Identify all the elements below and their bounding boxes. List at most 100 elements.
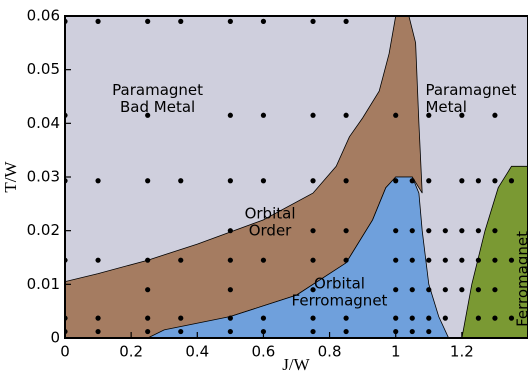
data-point xyxy=(426,178,432,184)
x-tick-label: 0.2 xyxy=(119,343,143,361)
data-point xyxy=(393,287,399,293)
data-point xyxy=(145,178,151,184)
x-axis-label: J/W xyxy=(282,355,310,374)
data-point xyxy=(343,315,349,321)
region-label: Bad Metal xyxy=(120,98,195,116)
data-point xyxy=(492,257,498,263)
data-point xyxy=(260,257,267,263)
data-point xyxy=(310,315,316,321)
phase-region xyxy=(147,176,450,338)
data-point xyxy=(310,112,316,118)
region-label: Order xyxy=(249,222,292,240)
data-point xyxy=(508,257,515,263)
data-point xyxy=(426,112,432,118)
data-point xyxy=(178,178,184,184)
data-point xyxy=(95,257,101,263)
y-tick-label: 0.01 xyxy=(27,275,60,293)
data-point xyxy=(145,315,151,321)
data-point xyxy=(426,287,432,293)
data-point xyxy=(310,18,316,24)
data-point xyxy=(492,112,498,118)
data-point xyxy=(227,315,233,321)
region-label: Ferromagnet xyxy=(292,291,388,309)
plot-frame xyxy=(64,15,528,339)
data-point xyxy=(343,18,349,24)
region-label: Orbital xyxy=(245,205,296,223)
region-label: Paramagnet xyxy=(112,81,203,99)
data-point xyxy=(442,228,448,234)
data-point xyxy=(393,257,399,263)
data-point xyxy=(393,228,399,234)
data-point xyxy=(227,178,233,184)
data-point xyxy=(426,257,432,263)
y-tick-label: 0.02 xyxy=(27,221,60,239)
data-point xyxy=(227,112,233,118)
data-point xyxy=(310,257,316,263)
y-tick-label: 0.05 xyxy=(27,60,60,78)
data-point xyxy=(442,315,448,321)
data-point xyxy=(260,18,267,24)
data-point xyxy=(227,287,233,293)
data-point xyxy=(310,178,316,184)
data-point xyxy=(343,328,349,335)
data-point xyxy=(426,228,432,234)
data-point xyxy=(475,257,481,263)
data-point xyxy=(459,287,465,293)
data-point xyxy=(442,287,448,293)
data-point xyxy=(393,315,399,321)
data-point xyxy=(227,257,233,263)
data-point xyxy=(492,315,498,321)
data-point xyxy=(442,257,448,263)
phase-region xyxy=(461,165,528,338)
data-point xyxy=(227,18,233,24)
data-point xyxy=(145,257,151,263)
data-point xyxy=(95,18,101,24)
x-tick-label: 1 xyxy=(391,343,401,361)
data-point xyxy=(508,315,515,321)
x-tick-label: 0 xyxy=(60,343,70,361)
data-point xyxy=(227,328,233,335)
region-label: Ferromagnet xyxy=(514,231,528,327)
data-point xyxy=(409,228,415,234)
data-point xyxy=(178,18,184,24)
x-tick-label: 0.4 xyxy=(185,343,209,361)
data-point xyxy=(409,178,415,184)
data-point xyxy=(145,328,151,335)
data-point xyxy=(459,228,465,234)
data-point xyxy=(393,178,399,184)
data-point xyxy=(475,178,481,184)
data-point xyxy=(459,112,465,118)
plot-area xyxy=(65,16,528,338)
data-point xyxy=(178,315,184,321)
y-tick-label: 0.03 xyxy=(27,168,60,186)
region-label: Orbital xyxy=(314,274,365,292)
data-point xyxy=(492,178,498,184)
data-point xyxy=(310,328,316,335)
data-point xyxy=(492,287,498,293)
data-point xyxy=(95,328,101,335)
data-point xyxy=(95,178,101,184)
data-point xyxy=(475,315,481,321)
data-point xyxy=(178,328,184,335)
data-point xyxy=(343,257,349,263)
data-point xyxy=(343,112,349,118)
data-point xyxy=(409,287,415,293)
data-point xyxy=(310,287,316,293)
region-label: Metal xyxy=(425,98,466,116)
data-point xyxy=(227,228,233,234)
data-point xyxy=(343,228,349,234)
data-point xyxy=(260,328,267,335)
data-point xyxy=(475,228,481,234)
y-tick-label: 0 xyxy=(50,329,60,347)
data-point xyxy=(426,328,432,335)
region-label: Paramagnet xyxy=(425,81,516,99)
data-point xyxy=(475,287,481,293)
data-point xyxy=(145,18,151,24)
y-axis-label: T/W xyxy=(1,160,20,192)
data-point xyxy=(426,315,432,321)
data-point xyxy=(409,315,415,321)
y-tick-label: 0.04 xyxy=(27,114,60,132)
data-point xyxy=(393,328,399,335)
data-point xyxy=(409,257,415,263)
